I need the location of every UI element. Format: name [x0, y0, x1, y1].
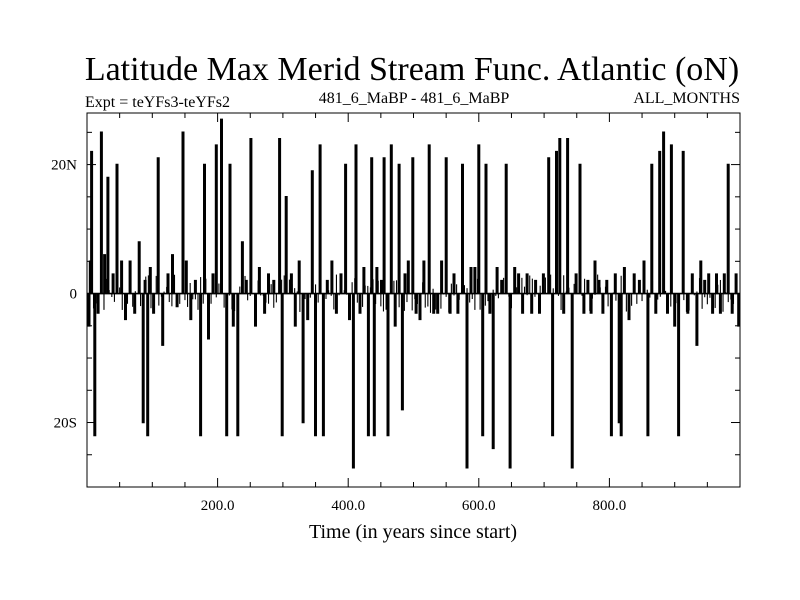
axis-ticks — [87, 113, 740, 487]
experiment-label: Expt = teYFs3-teYFs2 — [85, 94, 230, 111]
months-label: ALL_MONTHS — [633, 90, 740, 107]
y-tick-label: 20S — [54, 416, 77, 432]
x-tick-label: 600.0 — [462, 498, 496, 514]
tick-labels: 200.0 400.0 600.0 800.0 20N 0 20S — [51, 158, 626, 514]
chart-title: Latitude Max Merid Stream Func. Atlantic… — [85, 51, 739, 88]
period-label: 481_6_MaBP - 481_6_MaBP — [319, 90, 510, 107]
x-tick-label: 200.0 — [201, 498, 235, 514]
y-tick-label: 0 — [70, 287, 78, 303]
x-tick-label: 800.0 — [593, 498, 627, 514]
x-axis-label: Time (in years since start) — [309, 521, 517, 543]
plot-area — [86, 112, 741, 488]
y-tick-label: 20N — [51, 158, 77, 174]
x-tick-label: 400.0 — [331, 498, 365, 514]
